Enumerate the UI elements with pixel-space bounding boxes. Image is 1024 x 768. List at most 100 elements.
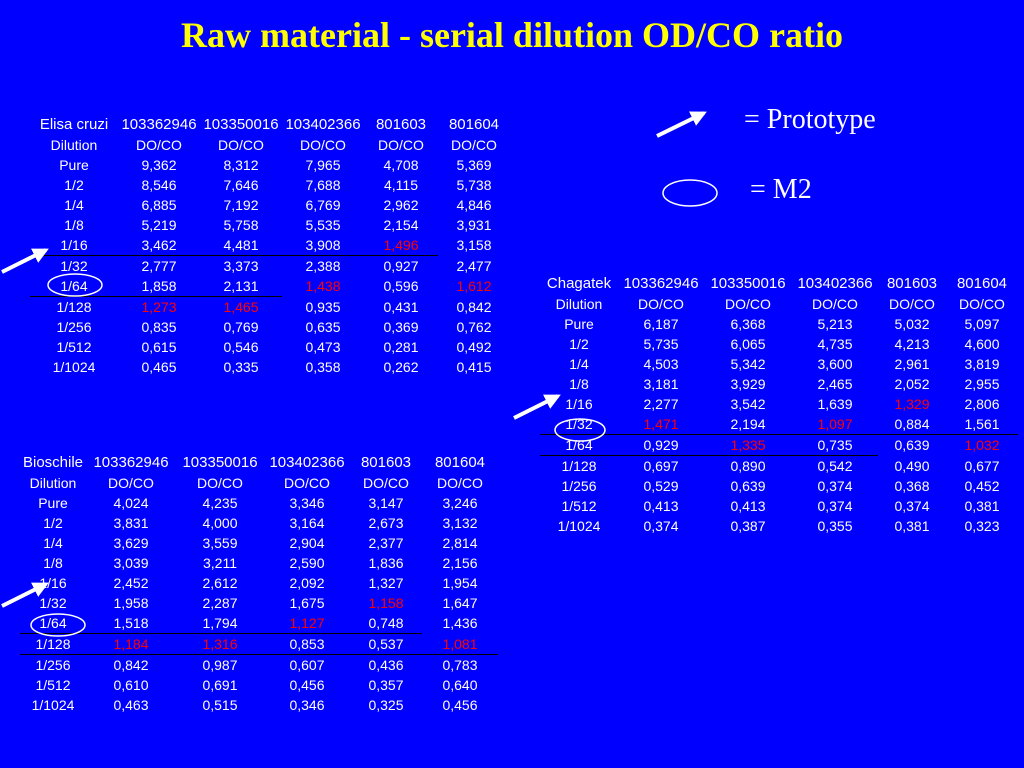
row-label-cell: 1/2 [64,177,84,193]
table-row: 1/8 3,181 3,929 2,465 2,052 2,955 [540,374,1018,394]
prototype-arrow-icon [1,582,49,608]
table-row: 1/8 3,039 3,211 2,590 1,836 2,156 [20,553,498,573]
prototype-arrow-icon [1,248,49,274]
table-row: 1/4 6,885 7,192 6,769 2,962 4,846 [30,195,510,215]
legend-prototype-label: = Prototype [744,104,876,135]
value-cell: 1,327 [368,575,404,591]
value-cell: 3,929 [730,376,766,392]
table-row: 1/32 2,777 3,373 2,388 0,927 2,477 [30,256,510,277]
value-cell: 103350016 [203,116,279,133]
value-cell: 3,559 [202,535,238,551]
row-label-cell: 1/512 [56,339,92,355]
m2-ellipse-icon [47,273,103,297]
value-cell: 103402366 [285,116,361,133]
value-cell: 7,646 [223,177,259,193]
value-cell: 0,346 [289,697,325,713]
value-cell: 0,473 [305,339,341,355]
value-cell: 0,465 [141,359,177,375]
value-cell: DO/CO [437,475,483,491]
value-cell: 0,374 [894,498,930,514]
value-cell: 4,235 [202,495,238,511]
value-cell: 0,927 [383,258,419,274]
value-cell: 0,677 [964,457,1000,474]
value-cell: 801603 [886,275,938,292]
table-row: 1/512 0,610 0,691 0,456 0,357 0,640 [20,675,498,695]
row-label-cell: 1/256 [56,319,92,335]
value-cell: DO/CO [638,296,684,312]
value-cell: 0,929 [618,434,704,456]
value-cell: 4,115 [384,177,418,193]
value-cell: 1,836 [368,555,404,571]
table-row: 1/1024 0,465 0,335 0,358 0,262 0,415 [30,357,510,377]
value-cell: 0,607 [289,657,325,673]
value-cell: 2,154 [383,217,419,233]
value-cell: 0,735 [792,434,878,456]
row-label-cell: 1/128 [20,633,86,655]
value-cell: 4,735 [817,336,853,352]
chagatek-table: Chagatek 103362946 103350016 103402366 80160… [540,274,1018,536]
value-cell: 0,987 [202,657,238,673]
value-cell: 3,164 [289,515,325,531]
value-cell: 0,452 [964,478,1000,494]
value-cell: 0,323 [964,518,1000,534]
table-subheader-row: Dilution DO/CO DO/CO DO/CO DO/CO DO/CO [20,473,498,493]
value-cell: 1,561 [946,414,1018,435]
value-cell: 8,546 [141,177,177,193]
data-table: Chagatek 103362946 103350016 103402366 80160… [540,274,1018,536]
value-cell: 7,965 [305,157,341,173]
value-cell: 1,858 [118,276,200,297]
value-cell: 0,413 [643,498,679,514]
value-cell: 2,465 [817,376,853,392]
value-cell: 1,954 [442,575,478,591]
table-subheader-row: Dilution DO/CO DO/CO DO/CO DO/CO DO/CO [30,135,510,155]
value-cell: 103362946 [93,454,169,471]
row-label-cell: 1/32 [39,595,67,611]
slide-title: Raw material - serial dilution OD/CO rat… [181,15,843,55]
value-cell: 2,377 [368,535,404,551]
value-cell: 801603 [360,454,412,471]
table-header-row: Bioschile 103362946 103350016 103402366 8016… [20,453,498,473]
value-cell: 0,529 [643,478,679,494]
value-cell: 4,000 [202,515,238,531]
value-cell: 0,355 [817,518,853,534]
value-cell: 4,846 [456,197,492,213]
value-cell: 5,735 [643,336,679,352]
prototype-arrow-icon [513,394,561,420]
value-cell: 0,431 [383,298,419,315]
value-cell: 4,213 [894,336,930,352]
value-cell: 2,287 [202,595,238,611]
table-row: 1/2 8,546 7,646 7,688 4,115 5,738 [30,175,510,195]
value-cell: 0,537 [350,633,422,655]
value-cell: 0,357 [368,677,404,693]
value-cell: 3,181 [643,376,679,392]
value-cell: DO/CO [889,296,935,312]
value-cell: 0,691 [202,677,238,693]
value-cell: 3,211 [203,555,237,571]
value-cell: 2,814 [442,535,478,551]
value-cell: 1,097 [792,414,878,435]
value-cell: 2,673 [368,515,404,531]
value-cell: 2,904 [289,535,325,551]
value-cell: 103402366 [269,454,345,471]
row-label-cell: Dilution [555,296,603,312]
value-cell: 1,958 [113,595,149,611]
value-cell: 0,368 [894,478,930,494]
value-cell: 0,697 [643,458,679,474]
value-cell: 3,132 [442,515,478,531]
value-cell: DO/CO [378,137,424,153]
value-cell: 2,962 [383,197,419,213]
row-label-cell: 1/128 [561,458,597,474]
value-cell: 0,262 [383,359,419,375]
value-cell: 3,908 [282,235,364,256]
row-label-cell: Chagatek [546,275,612,292]
bioschile-table: Bioschile 103362946 103350016 103402366 8016… [20,453,498,715]
value-cell: 0,515 [202,697,238,713]
value-cell: 4,481 [200,235,282,256]
value-cell: 0,615 [141,339,177,355]
value-cell: DO/CO [218,137,264,153]
value-cell: 3,819 [964,356,1000,372]
value-cell: 5,535 [305,217,341,233]
value-cell: 5,342 [730,356,766,372]
value-cell: 1,639 [817,396,853,412]
